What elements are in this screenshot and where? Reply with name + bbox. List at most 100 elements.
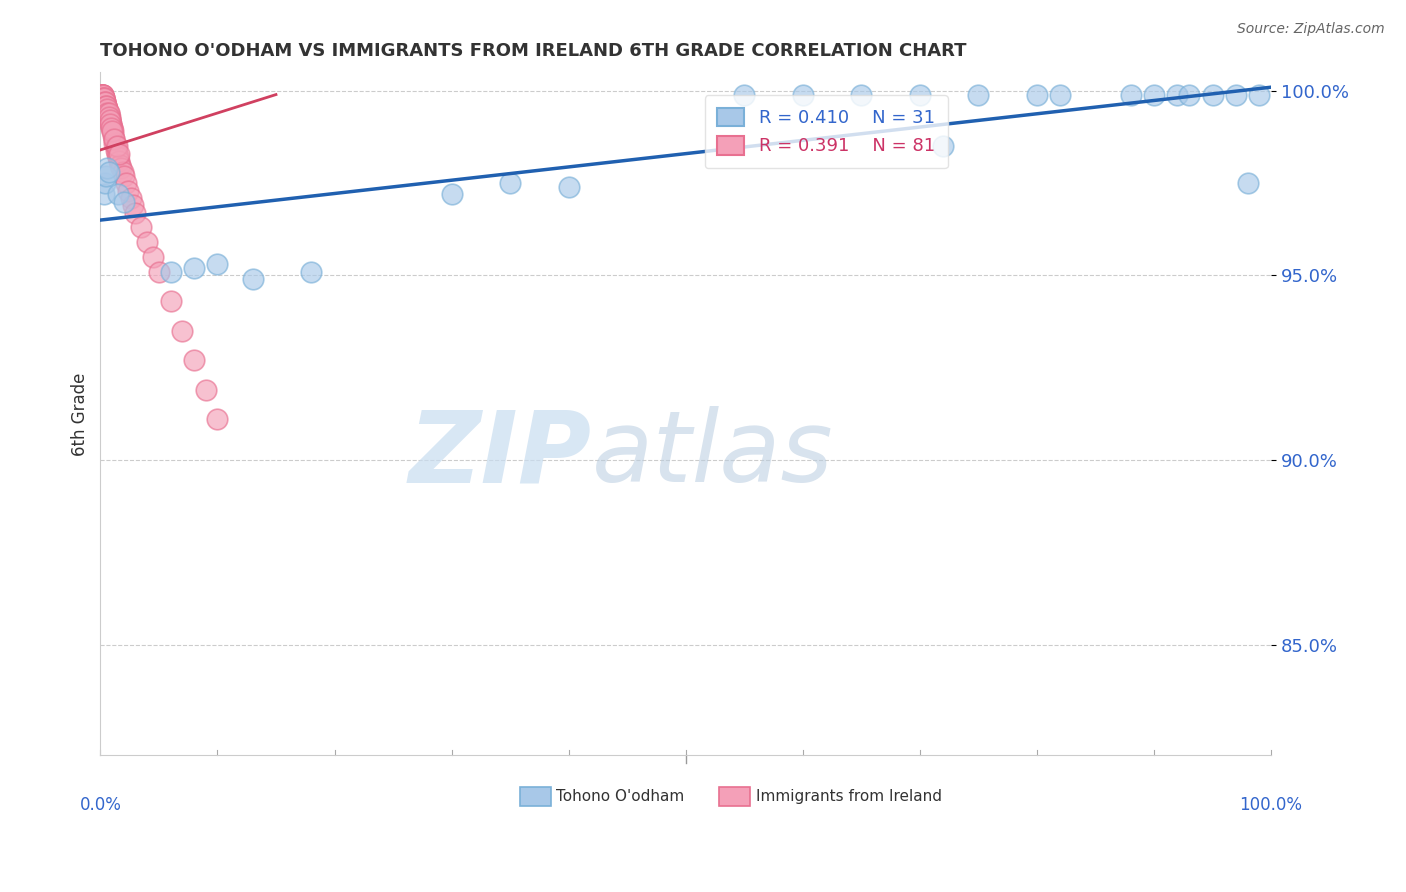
Point [100,117,122,131]
Text: 0.0%: 0.0% [79,797,121,814]
Point [207,412,229,426]
Point [94,95,117,109]
Y-axis label: 6th Grade: 6th Grade [72,372,89,456]
Point [104,143,127,157]
Point [792,87,814,102]
Point [117,184,139,198]
Point [1225,87,1247,102]
Point [100,117,122,131]
Point [159,265,181,279]
Point [96,103,118,117]
Point [122,198,145,212]
Point [299,265,322,279]
Point [131,220,153,235]
Point [115,176,138,190]
Point [91,91,114,105]
Point [207,257,229,271]
Point [93,187,115,202]
Point [94,98,117,112]
Point [104,139,127,153]
Point [96,98,118,112]
Point [108,154,131,169]
Point [90,87,112,102]
Point [94,95,117,109]
Point [94,98,117,112]
Point [967,87,990,102]
Point [499,176,522,190]
Point [96,103,118,117]
Point [90,87,112,102]
Point [98,117,121,131]
Text: 100.0%: 100.0% [1240,797,1302,814]
Point [112,169,135,183]
Point [91,91,114,105]
Point [93,91,115,105]
Point [110,158,132,172]
Point [91,87,114,102]
Point [90,87,112,102]
Point [96,169,118,183]
Point [98,113,121,128]
Point [908,87,931,102]
Point [148,265,170,279]
Point [100,120,122,135]
Point [1249,87,1271,102]
Point [94,95,117,109]
Point [851,87,873,102]
Point [93,91,115,105]
Point [96,106,118,120]
Point [120,191,142,205]
Point [96,98,118,112]
Point [97,106,120,120]
Point [97,110,120,124]
Point [183,261,205,276]
Point [94,95,117,109]
Point [159,294,181,309]
Point [94,176,117,190]
Point [97,110,120,124]
Point [932,139,955,153]
Point [93,91,115,105]
Point [1143,87,1166,102]
Point [110,161,132,176]
Point [1178,87,1201,102]
Point [107,150,129,164]
Point [136,235,159,250]
Point [1236,176,1258,190]
Point [96,161,118,176]
Point [91,87,114,102]
Point [1166,87,1188,102]
Point [97,110,120,124]
Point [97,165,120,179]
Point [91,91,114,105]
Legend: R = 0.410    N = 31, R = 0.391    N = 81: R = 0.410 N = 31, R = 0.391 N = 81 [704,95,948,168]
Point [242,272,264,286]
Point [91,87,114,102]
Point [98,110,121,124]
Point [96,106,118,120]
Point [142,250,165,264]
Point [93,95,115,109]
Point [112,194,135,209]
Text: Tohono O'odham: Tohono O'odham [557,789,685,804]
Point [557,179,579,194]
Point [101,124,124,138]
Point [1049,87,1071,102]
Point [96,103,118,117]
Point [172,324,194,338]
Point [111,165,134,179]
Point [93,95,115,109]
Point [90,87,112,102]
Point [1119,87,1142,102]
Point [124,205,146,219]
Point [101,120,124,135]
Point [194,383,217,397]
Text: Source: ZipAtlas.com: Source: ZipAtlas.com [1237,22,1385,37]
Point [90,87,112,102]
Point [98,113,121,128]
Point [96,106,118,120]
Point [96,98,118,112]
Point [183,353,205,368]
Point [105,146,128,161]
Point [93,91,115,105]
